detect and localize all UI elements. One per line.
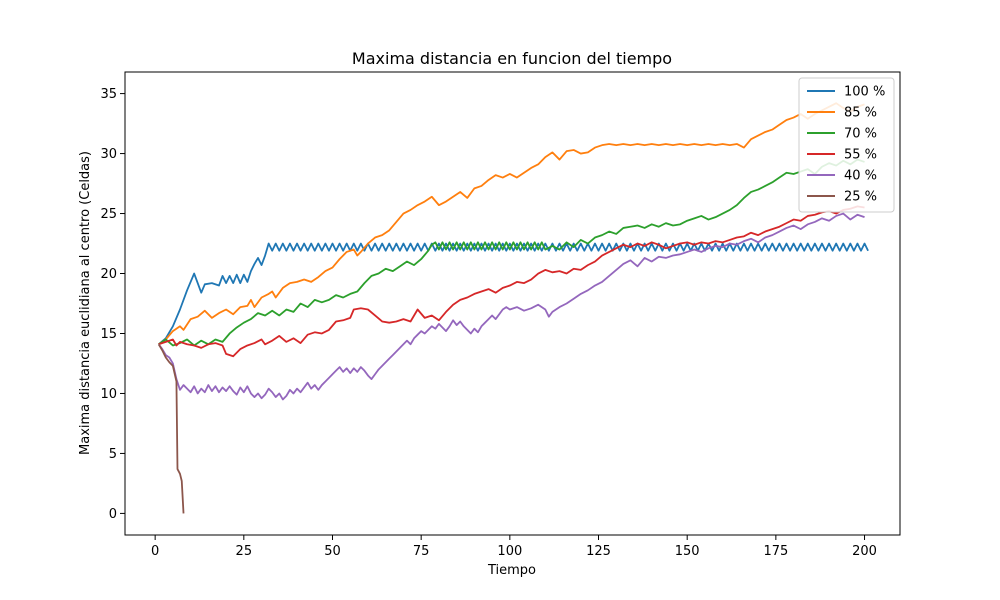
legend-label: 85 % xyxy=(844,106,877,121)
plot-frame xyxy=(124,71,901,536)
x-tick-label: 175 xyxy=(763,544,788,559)
series-line-4 xyxy=(157,212,865,401)
x-axis-label: Tiempo xyxy=(487,563,536,578)
y-axis-label: Maxima distancia euclidiana al centro (C… xyxy=(78,151,93,455)
legend: 100 % 85 % 70 % 55 % 40 % 25 % xyxy=(798,77,895,213)
y-tick-label: 25 xyxy=(100,207,117,222)
y-tick-label: 5 xyxy=(109,447,117,462)
x-ticks: 0 25 50 75 100 125 150 175 200 xyxy=(151,535,877,559)
x-tick-label: 75 xyxy=(413,544,430,559)
y-tick-label: 10 xyxy=(100,387,117,402)
series-line-0 xyxy=(158,242,869,345)
series-line-5 xyxy=(157,343,185,514)
x-tick-label: 100 xyxy=(497,544,522,559)
chart-title: Maxima distancia en funcion del tiempo xyxy=(352,49,672,68)
x-tick-label: 200 xyxy=(852,544,877,559)
y-tick-label: 20 xyxy=(100,267,117,282)
x-tick-label: 0 xyxy=(151,544,159,559)
legend-label: 100 % xyxy=(844,85,885,100)
legend-label: 70 % xyxy=(844,127,877,142)
x-tick-label: 50 xyxy=(324,544,341,559)
series-line-2 xyxy=(158,158,865,347)
x-tick-label: 150 xyxy=(675,544,700,559)
legend-label: 40 % xyxy=(844,169,877,184)
y-tick-label: 0 xyxy=(109,507,117,522)
x-tick-label: 25 xyxy=(236,544,253,559)
legend-label: 55 % xyxy=(844,148,877,163)
y-ticks: 0 5 10 15 20 25 30 35 xyxy=(100,87,125,522)
x-tick-label: 125 xyxy=(586,544,611,559)
series-line-3 xyxy=(158,205,865,358)
y-tick-label: 15 xyxy=(100,327,117,342)
series-line-1 xyxy=(158,102,865,346)
series-layer xyxy=(157,102,869,514)
y-tick-label: 35 xyxy=(100,87,117,102)
legend-label: 25 % xyxy=(844,190,877,205)
y-tick-label: 30 xyxy=(100,147,117,162)
